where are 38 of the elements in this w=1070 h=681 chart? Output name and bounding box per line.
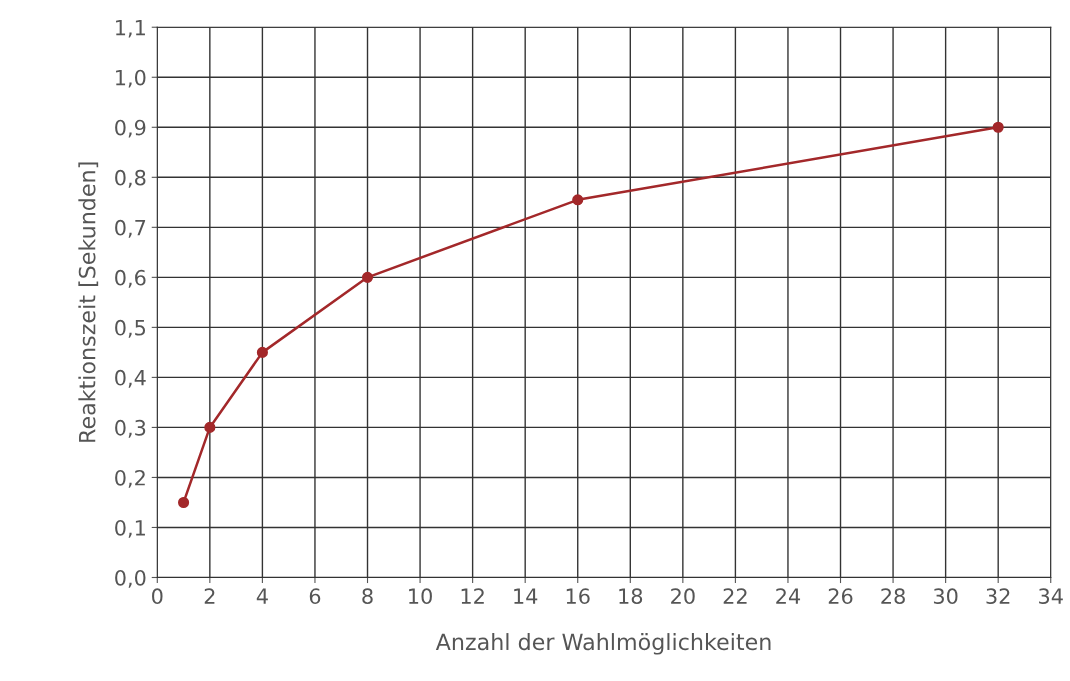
x-tick-label: 14 bbox=[514, 588, 538, 604]
x-tick-label: 12 bbox=[461, 588, 484, 604]
x-tick-label: 20 bbox=[671, 588, 695, 605]
y-tick-label: 0,9 bbox=[115, 119, 146, 138]
y-tick-label: 0,4 bbox=[115, 369, 146, 388]
point bbox=[178, 496, 190, 509]
x-tick-label: 10 bbox=[409, 588, 432, 605]
y-tick-label: 0,6 bbox=[115, 269, 146, 288]
y-axis-title: Reaktionszeit [Sekunden] bbox=[78, 162, 99, 442]
x-tick-label: 4 bbox=[256, 588, 268, 604]
x-axis-title: Anzahl der Wahlmöglichkeiten bbox=[435, 633, 771, 655]
x-tick-label: 6 bbox=[309, 588, 321, 605]
y-tick-label: 0,5 bbox=[115, 319, 146, 338]
x-tick-label: 16 bbox=[566, 588, 590, 605]
x-tick-label: 22 bbox=[723, 588, 747, 604]
x-tick-label: 2 bbox=[204, 588, 215, 604]
x-tick-label: 32 bbox=[986, 588, 1010, 605]
point bbox=[256, 346, 268, 358]
x-tick-label: 24 bbox=[776, 588, 801, 604]
point bbox=[572, 194, 584, 206]
y-tick-label: 0,8 bbox=[115, 169, 146, 188]
x-tick-label: 34 bbox=[1039, 588, 1063, 605]
y-tick-label: 0,0 bbox=[115, 569, 146, 588]
x-tick-label: 8 bbox=[362, 588, 373, 605]
y-tick-label: 1,1 bbox=[116, 19, 145, 38]
y-tick-label: 0,3 bbox=[115, 419, 146, 438]
x-tick-label: 30 bbox=[933, 588, 958, 605]
y-tick-label: 1,0 bbox=[116, 69, 146, 88]
x-tick-label: 0 bbox=[152, 588, 163, 605]
point bbox=[361, 271, 374, 283]
y-tick-label: 0,7 bbox=[115, 219, 146, 238]
point bbox=[992, 121, 1004, 133]
x-tick-label: 28 bbox=[881, 588, 905, 605]
point bbox=[204, 421, 216, 433]
x-tick-label: 18 bbox=[619, 588, 643, 605]
y-tick-label: 0,2 bbox=[115, 469, 145, 488]
y-tick-label: 0,1 bbox=[115, 519, 145, 538]
x-tick-label: 26 bbox=[828, 588, 853, 605]
